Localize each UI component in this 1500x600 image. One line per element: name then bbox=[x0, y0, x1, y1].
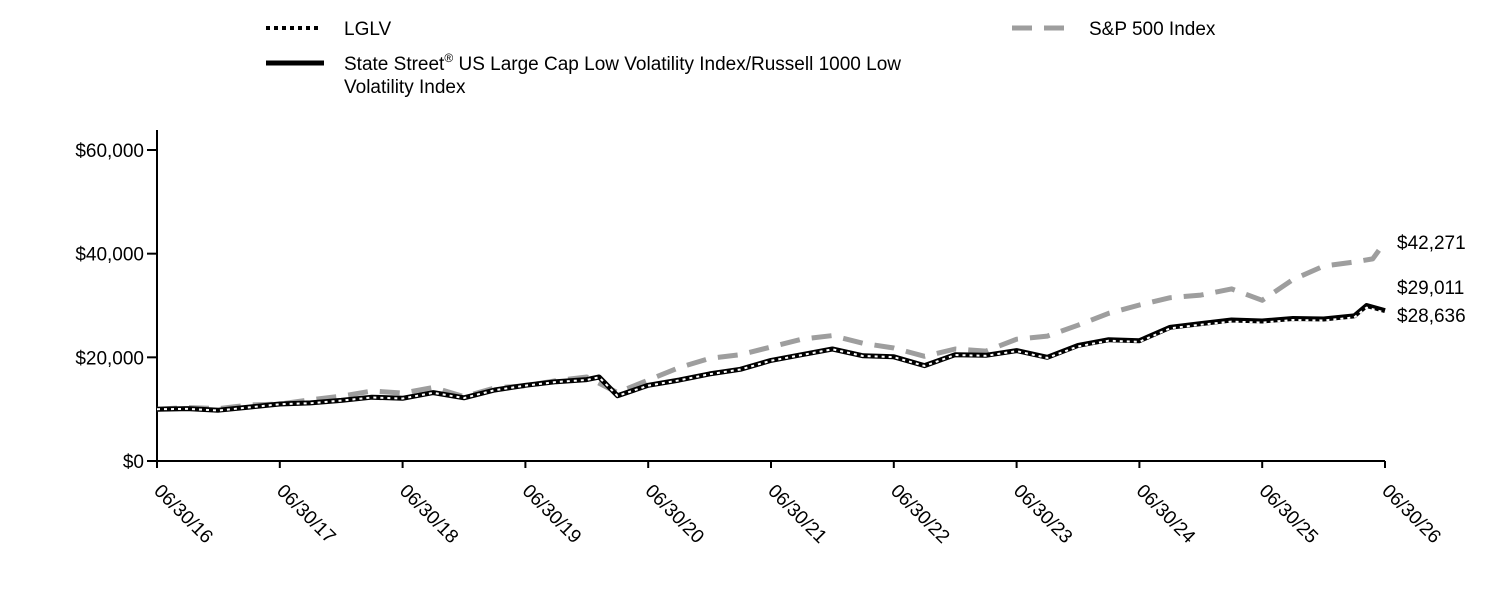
legend: LGLV State Street® US Large Cap Low Vola… bbox=[266, 19, 1216, 98]
end-label-fund: $28,636 bbox=[1397, 306, 1466, 327]
y-axis-ticks: $0 $20,000 $40,000 $60,000 bbox=[75, 141, 157, 473]
x-tick-label: 06/30/21 bbox=[763, 481, 830, 548]
y-tick-label: $60,000 bbox=[75, 141, 144, 162]
x-axis-ticks: 06/30/16 06/30/17 06/30/18 06/30/19 06/30/20… bbox=[149, 461, 1445, 548]
end-labels: $42,271 $29,011 $28,636 bbox=[1397, 233, 1466, 327]
x-tick-label: 06/30/26 bbox=[1377, 481, 1444, 548]
x-tick-label: 06/30/24 bbox=[1132, 481, 1199, 548]
legend-label-benchmark-line2: Volatility Index bbox=[344, 77, 466, 98]
x-tick-label: 06/30/25 bbox=[1255, 481, 1322, 548]
x-tick-label: 06/30/17 bbox=[272, 481, 339, 548]
y-tick-label: $0 bbox=[123, 452, 144, 473]
legend-label-sp500: S&P 500 Index bbox=[1089, 19, 1216, 40]
series-layer bbox=[156, 240, 1388, 413]
end-label-benchmark: $29,011 bbox=[1397, 278, 1464, 299]
x-tick-label: 06/30/18 bbox=[395, 481, 462, 548]
y-tick-label: $40,000 bbox=[75, 245, 144, 266]
x-tick-label: 06/30/16 bbox=[149, 481, 216, 548]
x-tick-label: 06/30/23 bbox=[1009, 481, 1076, 548]
series-line-benchmark bbox=[156, 303, 1386, 413]
series-line-fund bbox=[156, 306, 1386, 412]
y-tick-label: $20,000 bbox=[75, 348, 144, 369]
x-tick-label: 06/30/19 bbox=[518, 481, 585, 548]
end-label-sp500: $42,271 bbox=[1397, 233, 1466, 254]
x-tick-label: 06/30/22 bbox=[886, 481, 953, 548]
x-tick-label: 06/30/20 bbox=[641, 481, 708, 548]
legend-label-fund: LGLV bbox=[344, 19, 392, 40]
series-line-sp500 bbox=[156, 240, 1388, 412]
legend-label-benchmark-line1: State Street® US Large Cap Low Volatilit… bbox=[344, 51, 901, 75]
